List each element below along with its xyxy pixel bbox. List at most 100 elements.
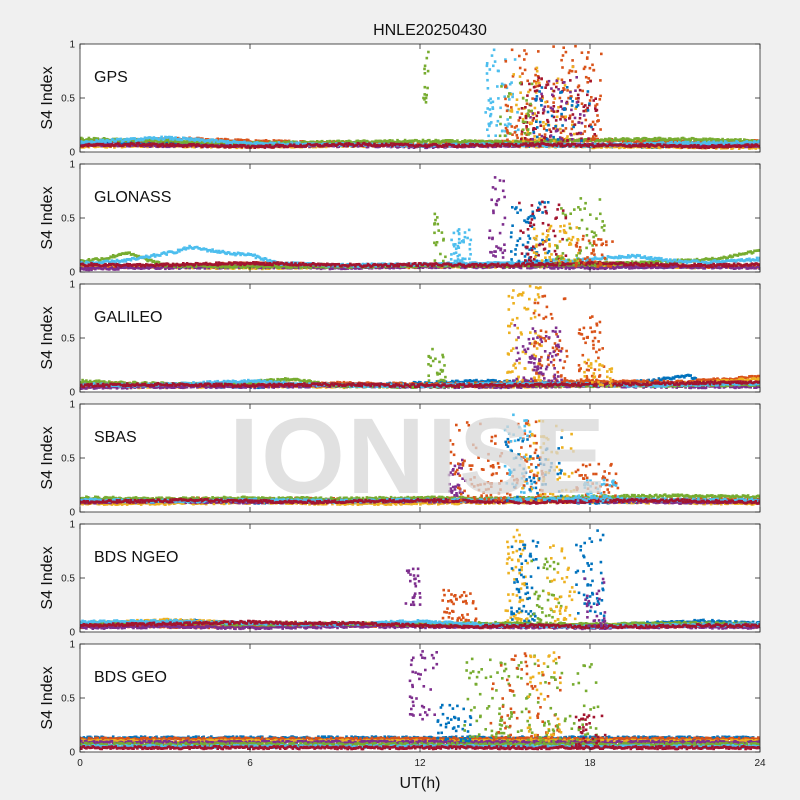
data-point: [572, 132, 576, 136]
data-point: [560, 143, 564, 146]
data-point: [623, 139, 626, 142]
data-point: [170, 135, 174, 139]
data-point: [277, 141, 281, 144]
data-point: [623, 146, 626, 149]
data-point: [527, 109, 530, 112]
data-point: [117, 142, 120, 145]
data-point: [758, 146, 760, 150]
data-point: [373, 142, 376, 146]
data-point: [530, 82, 534, 86]
data-point: [561, 139, 565, 142]
data-point: [440, 145, 444, 148]
data-point: [341, 140, 344, 143]
data-point: [262, 139, 265, 143]
data-point: [489, 114, 492, 118]
data-point: [670, 140, 673, 144]
data-point: [176, 143, 180, 146]
data-point: [508, 98, 511, 101]
data-point: [522, 139, 525, 143]
data-point: [529, 138, 533, 141]
data-point: [599, 94, 602, 98]
data-point: [570, 144, 574, 148]
data-point: [490, 121, 493, 124]
data-point: [445, 145, 449, 148]
data-point: [606, 138, 610, 142]
data-point: [486, 128, 489, 131]
data-point: [515, 124, 518, 128]
data-point: [290, 141, 293, 144]
data-point: [568, 69, 572, 72]
data-point: [560, 58, 563, 62]
data-point: [734, 142, 737, 146]
data-point: [391, 144, 394, 148]
data-point: [162, 137, 166, 141]
data-point: [584, 125, 587, 128]
data-point: [556, 138, 560, 141]
data-point: [587, 145, 590, 148]
data-point: [555, 85, 558, 89]
data-point: [423, 98, 426, 101]
data-point: [658, 143, 662, 146]
data-point: [488, 108, 492, 111]
data-point: [527, 144, 531, 147]
data-point: [528, 82, 531, 86]
data-point: [522, 144, 525, 148]
data-point: [468, 143, 472, 146]
data-point: [169, 137, 172, 141]
data-point: [699, 138, 703, 141]
data-point: [552, 127, 555, 130]
data-point: [554, 119, 558, 122]
data-point: [569, 95, 573, 98]
data-point: [234, 138, 237, 141]
data-point: [546, 118, 549, 122]
data-point: [540, 99, 543, 102]
data-point: [736, 145, 740, 148]
data-point: [689, 139, 692, 142]
data-point: [508, 82, 512, 86]
series-track-5: [80, 136, 760, 146]
data-point: [529, 116, 532, 119]
data-point: [575, 101, 579, 104]
data-point: [87, 142, 91, 146]
data-point: [533, 106, 537, 110]
data-point: [703, 139, 707, 142]
data-point: [523, 58, 526, 61]
data-point: [576, 93, 580, 97]
data-point: [714, 143, 718, 146]
data-point: [94, 140, 97, 144]
data-point: [567, 71, 571, 75]
data-point: [555, 81, 559, 84]
data-point: [423, 67, 426, 71]
data-point: [480, 139, 483, 143]
data-point: [517, 128, 520, 132]
data-point: [495, 144, 499, 148]
data-point: [562, 46, 565, 49]
data-point: [697, 144, 700, 147]
data-point: [264, 261, 268, 264]
data-point: [552, 110, 556, 113]
data-point: [425, 93, 428, 97]
data-point: [526, 128, 530, 131]
data-point: [234, 145, 237, 149]
data-point: [739, 138, 742, 141]
data-point: [745, 140, 749, 143]
data-point: [573, 116, 577, 120]
data-point: [749, 145, 752, 149]
data-point: [583, 130, 587, 133]
data-point: [554, 129, 558, 133]
data-point: [620, 143, 624, 147]
data-point: [489, 97, 492, 101]
data-point: [553, 97, 557, 100]
data-point: [486, 78, 489, 82]
data-point: [142, 137, 145, 141]
data-point: [679, 143, 682, 147]
data-point: [514, 139, 518, 143]
data-point: [543, 133, 547, 136]
data-point: [391, 139, 394, 142]
data-point: [704, 137, 708, 141]
data-point: [574, 107, 577, 110]
data-point: [750, 146, 754, 150]
data-point: [570, 140, 574, 144]
data-point: [506, 104, 509, 108]
data-point: [596, 114, 599, 117]
